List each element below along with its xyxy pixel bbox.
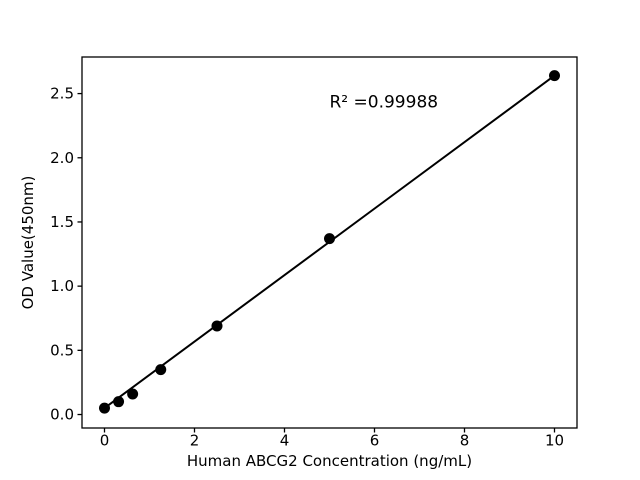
x-tick-label: 6 bbox=[370, 432, 380, 450]
x-tick-label: 2 bbox=[190, 432, 200, 450]
y-tick-label: 0.0 bbox=[50, 406, 74, 424]
data-point bbox=[113, 396, 125, 408]
x-tick-label: 8 bbox=[460, 432, 470, 450]
data-point bbox=[155, 364, 167, 376]
data-point bbox=[324, 233, 335, 245]
y-axis-label: OD Value(450nm) bbox=[19, 176, 37, 310]
y-tick-label: 1.0 bbox=[50, 277, 74, 295]
data-point bbox=[99, 402, 110, 414]
data-point bbox=[127, 388, 139, 400]
x-axis-label: Human ABCG2 Concentration (ng/mL) bbox=[187, 452, 472, 470]
axis-ticks-layer: 0 2 4 6 8 10 0.0 0.5 1.0 1.5 2.0 2.5 bbox=[50, 85, 564, 450]
r-squared-annotation: R² =0.99988 bbox=[330, 93, 439, 113]
y-tick-label: 2.0 bbox=[50, 149, 74, 167]
x-tick-label: 10 bbox=[545, 432, 564, 450]
y-tick-label: 1.5 bbox=[50, 213, 74, 231]
data-point bbox=[549, 70, 560, 82]
y-tick-label: 2.5 bbox=[50, 85, 74, 103]
x-tick-label: 0 bbox=[100, 432, 110, 450]
plot-series-layer bbox=[99, 70, 560, 414]
plot-frame bbox=[81, 56, 578, 429]
x-tick-label: 4 bbox=[280, 432, 290, 450]
y-tick-label: 0.5 bbox=[50, 341, 74, 359]
data-point bbox=[211, 320, 223, 332]
